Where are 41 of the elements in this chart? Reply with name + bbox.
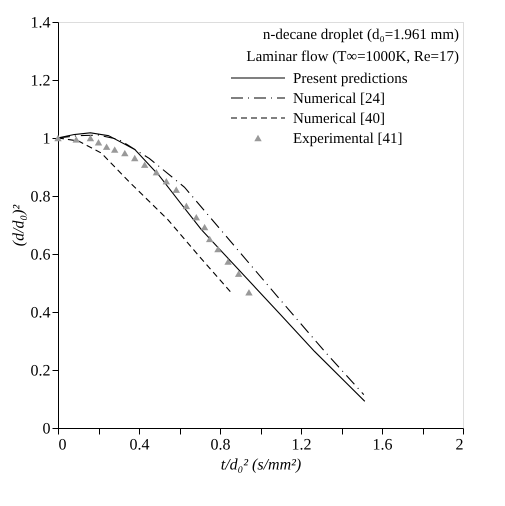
y-tick-label: 1.4 — [30, 14, 50, 32]
point — [72, 136, 80, 143]
point — [206, 236, 214, 242]
legend-label: Numerical [40] — [293, 111, 386, 127]
y-tick-label: 0.4 — [30, 304, 50, 322]
point — [94, 139, 102, 146]
point — [224, 258, 232, 265]
legend-label: Present predictions — [293, 71, 408, 87]
y-tick-label: 1 — [42, 130, 50, 148]
y-axis-title: (d/d₀)² — [10, 204, 28, 246]
point — [192, 214, 200, 220]
x-tick-label: 0.4 — [130, 436, 150, 454]
point — [86, 134, 94, 142]
annotation: n-decane droplet (d₀=1.961 mm) — [262, 27, 459, 43]
point — [245, 289, 253, 296]
annotation: Laminar flow (T∞=1000K, Re=17) — [246, 49, 459, 65]
x-tick-label: 1.6 — [372, 436, 392, 454]
point — [131, 154, 138, 162]
y-tick-label: 0.6 — [30, 246, 50, 264]
x-axis-title: t/d₀² (s/mm²) — [220, 456, 302, 474]
point — [110, 146, 118, 153]
x-tick-label: 0.8 — [210, 436, 230, 454]
point — [200, 224, 208, 230]
y-tick-label: 1.2 — [30, 72, 50, 90]
point — [102, 143, 110, 150]
y-tick-label: 0 — [42, 420, 50, 438]
point — [234, 270, 242, 277]
legend-label: Experimental [41] — [293, 131, 403, 147]
point — [172, 186, 180, 193]
legend-label: Numerical [24] — [293, 91, 386, 107]
point — [152, 169, 160, 176]
x-tick-label: 2 — [456, 436, 464, 454]
point — [140, 161, 148, 168]
point — [121, 150, 129, 156]
x-tick-label: 0 — [58, 436, 66, 454]
x-tick-label: 1.2 — [292, 436, 312, 454]
y-tick-label: 0.8 — [30, 188, 50, 206]
point — [162, 178, 170, 184]
y-tick-label: 0.2 — [30, 362, 50, 380]
point — [182, 202, 190, 210]
point — [214, 246, 222, 252]
